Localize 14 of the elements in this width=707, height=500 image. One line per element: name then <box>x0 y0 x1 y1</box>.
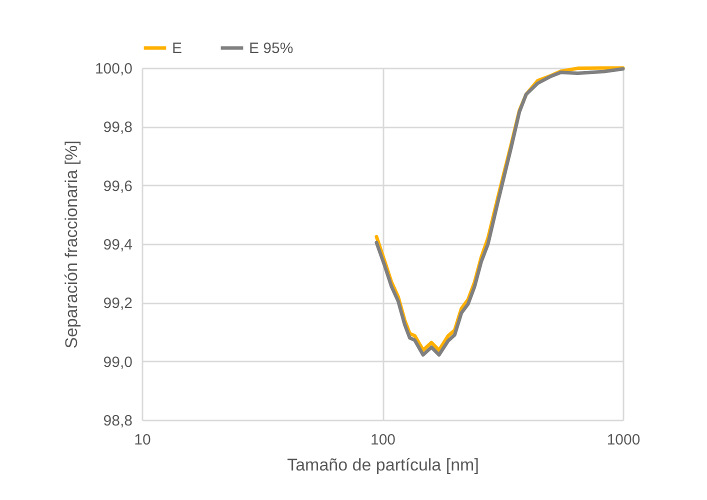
y-tick-label: 99,6 <box>103 178 132 195</box>
y-tick-label: 100,0 <box>94 60 132 78</box>
x-tick-label: 10 <box>134 432 151 448</box>
legend-label: E <box>172 40 182 57</box>
y-tick-label: 99,0 <box>103 354 132 371</box>
x-axis-title: Tamaño de partícula [nm] <box>287 456 479 474</box>
y-tick-label: 98,8 <box>103 412 132 430</box>
y-tick-label: 99,2 <box>103 295 132 312</box>
y-tick-label: 99,4 <box>103 236 132 254</box>
y-tick-label: 99,8 <box>103 119 132 136</box>
legend-label: E 95% <box>249 40 294 57</box>
x-tick-label: 100 <box>370 432 396 448</box>
y-axis-title: Separación fraccionaria [%] <box>62 140 81 348</box>
x-tick-label: 1000 <box>606 432 640 448</box>
